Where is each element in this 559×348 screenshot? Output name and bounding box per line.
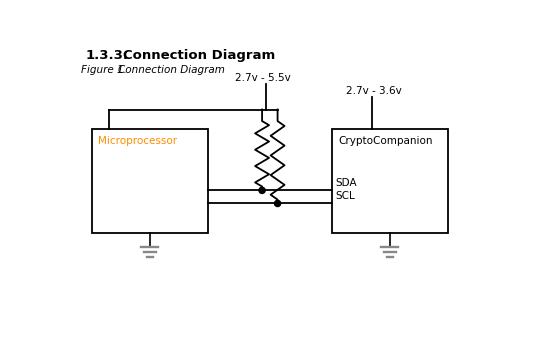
Circle shape <box>259 187 265 193</box>
Text: 1.3.3.: 1.3.3. <box>86 49 129 62</box>
Text: Microprocessor: Microprocessor <box>98 136 177 147</box>
Bar <box>92 129 208 233</box>
Text: SCL: SCL <box>336 191 356 201</box>
Text: Connection Diagram: Connection Diagram <box>122 49 275 62</box>
Text: Connection Diagram: Connection Diagram <box>118 65 225 75</box>
Text: SDA: SDA <box>336 178 357 188</box>
Text: 2.7v - 5.5v: 2.7v - 5.5v <box>235 73 291 82</box>
Text: CryptoCompanion: CryptoCompanion <box>338 136 433 147</box>
Circle shape <box>274 200 281 207</box>
Text: 2.7v - 3.6v: 2.7v - 3.6v <box>346 86 401 96</box>
Bar <box>332 129 448 233</box>
Text: Figure 1.: Figure 1. <box>80 65 126 75</box>
